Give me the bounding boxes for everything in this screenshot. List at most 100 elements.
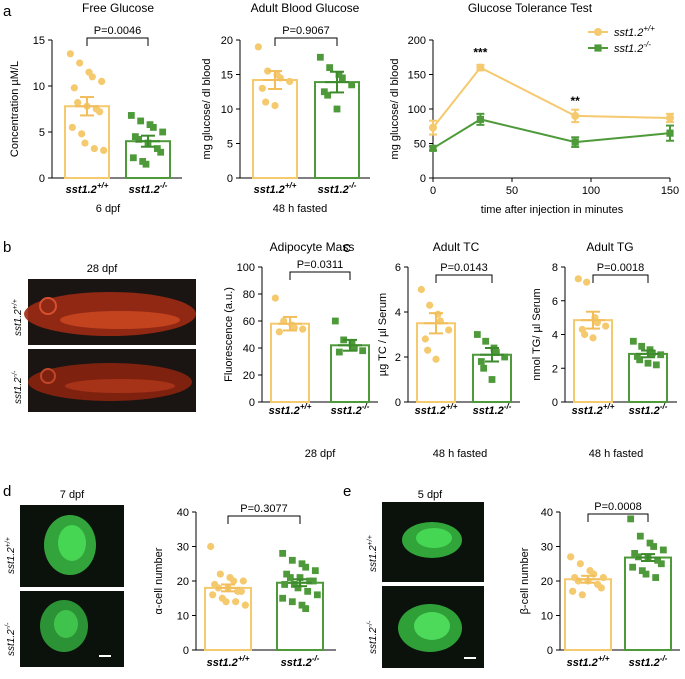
beta-cell-number-point [659,546,667,554]
alpha-cell-number-point [294,584,302,592]
beta-cell-number-point [652,574,660,581]
adult-tg-y-tick-label: 2 [552,363,558,375]
adult-blood-glucose-point [320,88,328,96]
islet-label-d-wt: sst1.2+/+ [5,537,17,574]
glucose-tolerance-test-y-tick-label: 150 [408,70,426,82]
fish-belly-ko [65,379,175,393]
free-glucose-point [78,130,86,138]
alpha-cell-number-y-tick-label: 30 [177,542,189,554]
adult-tg-point [652,361,660,369]
adult-tc-significance: P=0.0143 [440,262,487,274]
alpha-cell-number-point [237,587,245,595]
adult-blood-glucose-y-tick-label: 15 [221,70,233,82]
alpha-cell-number-point [306,577,314,585]
alpha-cell-number-point [298,601,306,609]
adult-blood-glucose-bracket [274,37,338,46]
beta-cell-number-y-tick-label: 10 [541,611,553,623]
glucose-tolerance-test-point [429,123,437,132]
free-glucose-point [137,117,145,125]
adult-tc-ylabel: µg TC / µl Serum [377,293,389,376]
alpha-cell-number-ylabel: α-cell number [153,547,165,614]
alpha-islet-images: 7 dpf sst1.2+/+ sst1.2-/- [5,489,124,667]
adipocyte-mass-point [350,344,358,352]
adult-blood-glucose-bar [252,79,298,179]
alpha-cell-number-point [216,570,224,578]
glucose-tolerance-test-point [571,111,580,120]
alpha-cell-number-significance: P=0.3077 [240,503,287,515]
alpha-cell-number-point [290,581,298,588]
adult-tc-point [488,376,496,383]
adult-tc-point [477,358,485,365]
adipocyte-mass-y-tick-label: 100 [237,262,255,274]
adult-tg-xlabel: 48 h fasted [589,448,643,460]
panel-label-a: a [3,3,12,20]
adipocyte-mass-point [299,325,307,333]
adult-blood-glucose-y-tick-label: 0 [227,173,233,185]
free-glucose-category-label: sst1.2+/+ [66,181,109,196]
adult-blood-glucose-bar [314,81,360,179]
alpha-cell-number-point [288,556,296,564]
alpha-cell-number-point [279,594,287,602]
free-glucose-y-tick-label: 5 [39,127,45,139]
glucose-tolerance-test-chart: Glucose Tolerance Test 0 50 100 150 200 mg glu… [389,1,679,216]
free-glucose-chart: Free Glucose 0 5 10 15 Concentration µM/L sst1… [9,1,182,215]
glucose-tolerance-test-point [429,144,437,152]
adult-tc-category-label: sst1.2+/+ [415,402,458,417]
alpha-cell-number-y-tick-label: 40 [177,507,189,519]
glucose-tolerance-test-y-tick-label: 100 [408,104,426,116]
adult-blood-glucose-point [264,67,272,75]
alpha-cell-number-point [239,577,247,585]
adipocyte-mass-bracket [289,271,351,280]
adult-tc-point [417,285,425,294]
beta-cell-number-point [650,543,658,550]
alpha-cell-number-point [286,574,294,581]
beta-cell-number-bracket [587,513,649,522]
free-glucose-y-tick-label: 0 [39,173,45,185]
adult-blood-glucose-category-label: sst1.2-/- [318,181,357,196]
alpha-cell-number-point [288,598,296,606]
glucose-tolerance-test-x-tick-label: 50 [506,185,518,197]
adult-tg-point [638,342,646,350]
beta-cell-number-category-label: sst1.2+/+ [567,654,610,669]
adult-blood-glucose-point [348,81,356,89]
adult-tc-point [421,335,429,343]
beta-cell-number-ylabel: β-cell number [519,547,531,614]
glucose-tolerance-test-xlabel: time after injection in minutes [481,204,624,216]
alpha-cell-number-category-label: sst1.2+/+ [207,654,250,669]
adipocyte-mass-ylabel: Fluorescence (a.u.) [223,287,235,382]
adult-tg-significance: P=0.0018 [597,262,644,274]
adult-blood-glucose-title: Adult Blood Glucose [251,1,360,15]
adult-tc-point [426,301,434,309]
beta-cell-number-point [657,560,665,568]
glucose-tolerance-test-point [476,63,485,72]
alpha-cell-number-y-tick-label: 20 [177,576,189,588]
fish-belly-wt [60,311,180,329]
free-glucose-point [157,148,165,156]
adipocyte-mass-y-tick-label: 0 [249,397,255,409]
adult-tc-y-tick-label: 6 [395,262,401,274]
adipocyte-mass-point [335,348,343,356]
free-glucose-point [66,50,74,58]
adipocyte-mass-xlabel: 28 dpf [305,448,337,460]
glucose-tolerance-test-x-tick-label: 100 [582,185,600,197]
alpha-cell-number-point [230,577,238,585]
fish-eye-ko [40,368,56,384]
islet-e-wt-core [416,528,452,548]
free-glucose-significance: P=0.0046 [94,25,141,37]
adipocyte-mass-y-tick-label: 40 [243,343,255,355]
free-glucose-point [88,73,96,81]
adult-tc-point [473,331,481,338]
scale-bar-d [99,655,111,657]
glucose-tolerance-test-point [476,115,484,123]
free-glucose-point [98,77,106,85]
alpha-cell-number-point [281,581,289,588]
adult-tc-y-tick-label: 0 [395,397,401,409]
adult-blood-glucose-point [326,64,334,71]
adult-tg-point [644,359,652,367]
free-glucose-point [68,123,76,131]
alpha-cell-number-point [222,598,230,606]
glucose-tolerance-test-y-tick-label: 200 [408,35,426,47]
beta-cell-number-point [578,591,586,599]
free-glucose-point [100,146,108,154]
